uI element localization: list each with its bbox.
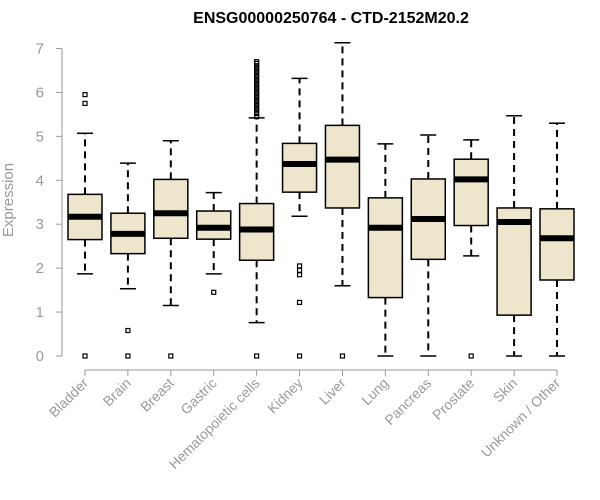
outlier-point <box>254 74 260 80</box>
x-tick-label: Pancreas <box>381 375 434 428</box>
outlier-point <box>254 103 260 109</box>
box-hematopoietic-cells <box>238 59 275 359</box>
outlier-point <box>296 272 303 278</box>
box-iqr <box>367 197 404 299</box>
boxes-group <box>67 42 575 359</box>
box-kidney <box>281 77 318 359</box>
y-tick-label: 6 <box>36 84 44 101</box>
box-prostate <box>453 139 489 359</box>
x-tick-label: Kidney <box>264 375 306 417</box>
outlier-point <box>254 63 260 69</box>
x-tick-label: Lung <box>358 375 391 408</box>
outlier-point <box>296 353 303 359</box>
outlier-point <box>254 71 260 77</box>
box-iqr <box>496 207 532 316</box>
outlier-point <box>254 84 260 90</box>
y-tick-label: 7 <box>36 41 44 58</box>
outlier-point <box>254 81 260 88</box>
box-bladder <box>67 92 103 359</box>
outlier-point <box>254 100 260 106</box>
box-gastric <box>195 191 232 295</box>
outlier-point <box>254 66 260 72</box>
box-liver <box>324 42 361 359</box>
box-iqr <box>453 158 489 227</box>
outlier-point <box>254 59 260 65</box>
box-skin <box>496 114 532 357</box>
outlier-point <box>296 299 303 306</box>
outlier-point <box>254 89 260 96</box>
y-tick-label: 4 <box>36 172 44 189</box>
box-iqr <box>539 208 575 281</box>
y-tick-label: 2 <box>36 260 44 277</box>
box-brain <box>110 162 146 359</box>
box-iqr <box>281 142 318 193</box>
outlier-point <box>82 92 88 98</box>
outlier-point <box>82 353 88 359</box>
outlier-point <box>254 105 260 111</box>
x-tick-label: Bladder <box>46 375 92 421</box>
outlier-point <box>254 95 260 101</box>
outlier-point <box>254 110 260 117</box>
x-tick-label: Brain <box>100 375 134 409</box>
outlier-point <box>254 68 260 74</box>
box-lung <box>367 143 404 357</box>
y-axis-label: Expression <box>0 163 17 237</box>
outlier-point <box>296 267 303 273</box>
outlier-point <box>254 97 260 103</box>
box-pancreas <box>410 134 447 357</box>
outlier-point <box>125 327 131 334</box>
x-tick-label: Breast <box>137 375 177 415</box>
outlier-point <box>254 113 260 120</box>
x-tick-label: Unknown / Other <box>478 375 564 461</box>
y-tick-label: 3 <box>36 216 44 233</box>
box-breast <box>153 140 189 359</box>
x-tick-label: Liver <box>316 375 349 408</box>
outlier-point <box>254 108 260 114</box>
box-unknown-other <box>539 122 575 357</box>
chart-title: ENSG00000250764 - CTD-2152M20.2 <box>193 10 469 27</box>
outlier-point <box>339 353 346 359</box>
outlier-point <box>254 353 260 359</box>
x-tick-label: Prostate <box>429 375 477 423</box>
outlier-point <box>211 289 217 295</box>
x-tick-label: Gastric <box>177 375 220 418</box>
y-axis: 0 1 2 3 4 5 6 7 <box>36 41 63 365</box>
box-iqr <box>153 178 189 240</box>
outlier-point <box>254 79 260 85</box>
y-tick-label: 1 <box>36 304 44 321</box>
outlier-point <box>254 92 260 98</box>
outlier-point <box>254 87 260 93</box>
outlier-point <box>468 353 474 359</box>
y-tick-label: 5 <box>36 128 44 145</box>
x-tick-label: Skin <box>490 375 521 406</box>
y-tick-label: 0 <box>36 348 44 365</box>
box-iqr <box>324 124 361 209</box>
outlier-point <box>296 263 303 269</box>
outlier-point <box>82 100 88 107</box>
outlier-point <box>254 76 260 82</box>
outlier-point <box>125 353 131 359</box>
outlier-point <box>168 353 174 359</box>
